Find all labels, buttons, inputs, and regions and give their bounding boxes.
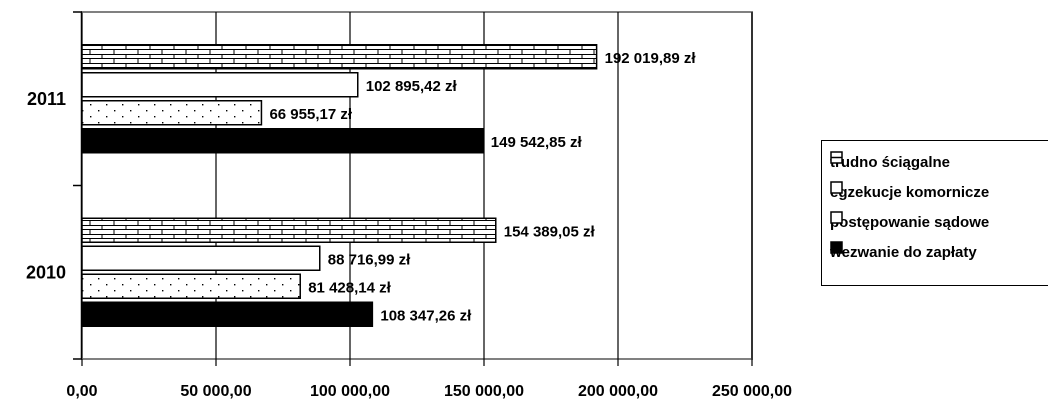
x-tick-label: 200 000,00 <box>578 383 658 400</box>
bar <box>81 273 301 299</box>
legend-item: wezwanie do zapłaty <box>830 241 977 263</box>
bar <box>81 72 359 98</box>
legend-label: egzekucje komornicze <box>830 183 990 201</box>
legend-swatch <box>830 181 843 194</box>
legend-swatch <box>830 241 843 254</box>
bar <box>81 100 263 126</box>
x-tick-label: 100 000,00 <box>310 383 390 400</box>
data-label: 66 955,17 zł <box>269 106 352 123</box>
bar <box>81 301 374 327</box>
legend-item: postępowanie sądowe <box>830 211 989 233</box>
data-label: 154 389,05 zł <box>504 223 596 240</box>
bar <box>81 128 484 154</box>
bar <box>81 217 497 243</box>
category-label: 2011 <box>27 89 66 109</box>
legend-label: postępowanie sądowe <box>830 213 990 231</box>
legend: trudno ściągalne egzekucje komornicze post… <box>821 140 1048 286</box>
data-label: 149 542,85 zł <box>491 134 583 151</box>
plot-area <box>81 11 753 360</box>
x-tick-label: 50 000,00 <box>180 383 251 400</box>
legend-label: wezwanie do zapłaty <box>830 243 977 261</box>
legend-label: trudno ściągalne <box>830 153 951 171</box>
x-tick-label: 250 000,00 <box>712 383 792 400</box>
x-tick-label: 150 000,00 <box>444 383 524 400</box>
data-label: 192 019,89 zł <box>605 50 697 67</box>
data-label: 88 716,99 zł <box>328 251 411 268</box>
legend-item: trudno ściągalne <box>830 151 950 173</box>
data-label: 81 428,14 zł <box>308 279 391 296</box>
legend-swatch <box>830 211 843 224</box>
legend-item: egzekucje komornicze <box>830 181 989 203</box>
x-tick-label: 0,00 <box>66 383 97 400</box>
bar <box>81 44 598 70</box>
data-label: 102 895,42 zł <box>366 78 458 95</box>
bar <box>81 245 321 271</box>
data-label: 108 347,26 zł <box>380 307 472 324</box>
category-label: 2010 <box>26 262 66 282</box>
legend-swatch <box>830 151 843 164</box>
